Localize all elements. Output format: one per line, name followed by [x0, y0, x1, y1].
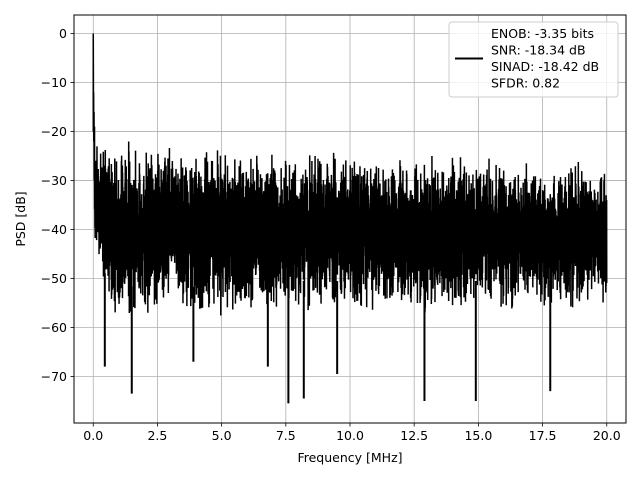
- legend-box: [448, 21, 619, 98]
- y-tick-label: −30: [41, 173, 67, 188]
- legend-sinad: SINAD: -18.42 dB: [491, 59, 599, 74]
- y-tick-label: −20: [41, 124, 67, 139]
- x-tick-label: 15.0: [464, 428, 492, 443]
- x-tick-label: 12.5: [400, 428, 428, 443]
- legend-sfdr: SFDR: 0.82: [491, 76, 560, 91]
- y-axis-ticks: 0 −10 −20 −30 −40 −50 −60 −70: [41, 26, 74, 384]
- x-tick-label: 20.0: [593, 428, 621, 443]
- x-axis-ticks: 0.0 2.5 5.0 7.5 10.0 12.5 15.0 17.5 20.0: [83, 423, 621, 443]
- x-tick-label: 2.5: [147, 428, 167, 443]
- x-tick-label: 10.0: [336, 428, 364, 443]
- y-tick-label: −50: [41, 271, 67, 286]
- legend-snr: SNR: -18.34 dB: [491, 43, 586, 58]
- y-tick-label: −60: [41, 320, 67, 335]
- legend-enob: ENOB: -3.35 bits: [491, 26, 594, 41]
- x-tick-label: 0.0: [83, 428, 103, 443]
- y-tick-label: 0: [59, 26, 67, 41]
- y-tick-label: −40: [41, 222, 67, 237]
- legend: ENOB: -3.35 bits SNR: -18.34 dB SINAD: -…: [448, 21, 619, 98]
- psd-series-line: [92, 33, 608, 316]
- x-tick-label: 7.5: [276, 428, 296, 443]
- x-axis-label: Frequency [MHz]: [297, 450, 402, 465]
- x-tick-label: 17.5: [529, 428, 557, 443]
- y-tick-label: −70: [41, 369, 67, 384]
- y-axis-label: PSD [dB]: [13, 191, 28, 246]
- x-tick-label: 5.0: [212, 428, 232, 443]
- series-layer: [92, 33, 608, 404]
- y-tick-label: −10: [41, 75, 67, 90]
